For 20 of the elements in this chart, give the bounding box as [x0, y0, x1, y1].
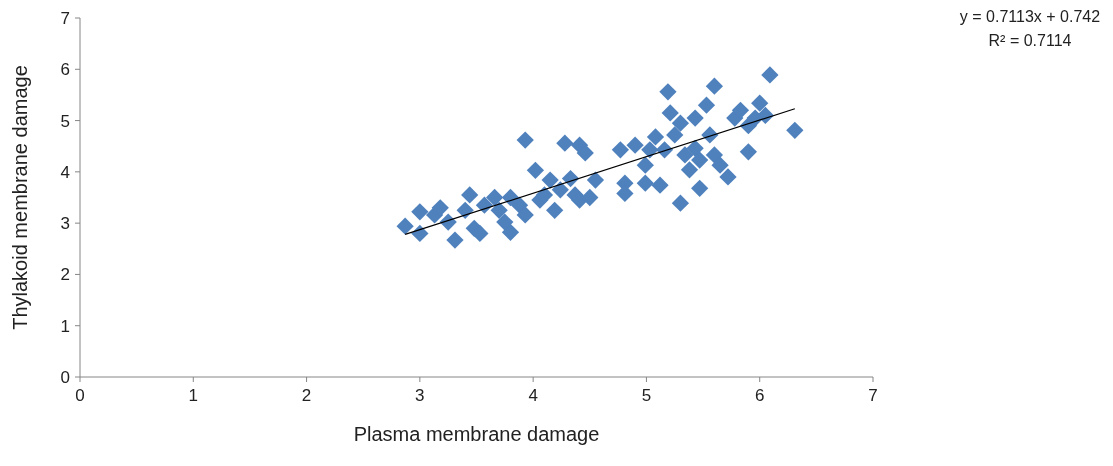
y-tick-label: 6 [60, 60, 70, 80]
x-axis-title: Plasma membrane damage [353, 423, 600, 445]
text: y = 0.7113x + 0.742 [959, 8, 1101, 25]
y-tick-label: 5 [60, 111, 70, 131]
y-tick-label: 2 [60, 265, 70, 285]
x-tick-label: 4 [528, 386, 538, 405]
y-tick-label: 4 [60, 162, 70, 182]
x-tick-label: 2 [301, 386, 312, 405]
x-tick-label: 7 [868, 386, 878, 405]
y-tick-label: 1 [60, 316, 70, 336]
y-tick-label: 7 [60, 9, 70, 28]
x-tick-label: 6 [754, 386, 765, 405]
x-tick-label: 0 [75, 386, 85, 405]
text: R² = 0.7114 [988, 32, 1072, 49]
y-tick-label: 3 [60, 214, 70, 234]
y-tick-label: 0 [60, 368, 70, 387]
x-tick-label: 3 [415, 386, 425, 405]
x-tick-label: 1 [188, 386, 199, 405]
x-tick-label: 5 [641, 386, 652, 405]
y-axis-title: Thylakoid membrane damage [9, 65, 31, 330]
